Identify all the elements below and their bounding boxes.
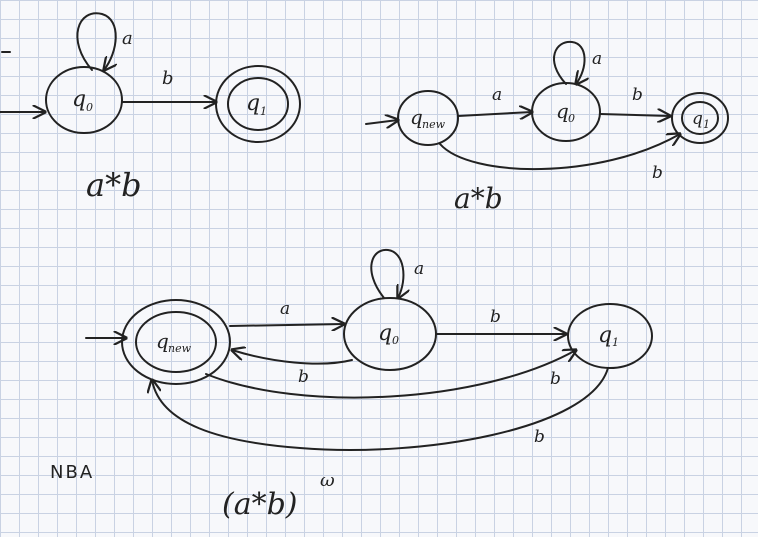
d1-loop-q0-label: a [122, 28, 133, 49]
d1-edge-q0-q1-label: b [162, 68, 174, 89]
d1-state-q0-label: q [72, 87, 86, 112]
d2-state-qnew [397, 90, 459, 146]
d2-state-q1-inner [681, 101, 719, 135]
d3-state-q1-sub: 1 [612, 336, 619, 349]
d3-edge-q0-qnew-label: b [298, 367, 309, 387]
d1-state-q0-sub: 0 [86, 101, 93, 114]
d3-automaton-type-label: NBA [50, 462, 94, 483]
d1-state-q1-label: q [246, 91, 260, 116]
d3-loop-q0 [370, 248, 403, 298]
d1-state-q1-inner [227, 77, 289, 131]
d2-edge-q0-q1 [599, 114, 670, 116]
d3-state-q0-sub: 0 [392, 334, 399, 347]
d3-caption-superscript: ω [320, 470, 335, 491]
d2-state-q1-label: q [692, 109, 703, 129]
d3-state-qnew-sub: new [168, 342, 192, 355]
d3-state-q1 [567, 303, 653, 369]
d1-state-q0 [45, 66, 123, 134]
diagram-3: q new a q 0 a b b q 1 b b NBA (a*b) ω [50, 248, 653, 522]
d3-edge-q0-qnew [232, 350, 353, 365]
d2-loop-q0-label: a [592, 49, 602, 69]
d3-edge-q0-q1-label: b [490, 307, 501, 327]
d3-edge-qnew-q0 [229, 324, 344, 326]
d2-loop-q0 [553, 40, 585, 84]
d3-edge-q1-qnew-label: b [534, 427, 545, 447]
d2-edge-qnew-q0 [457, 112, 532, 116]
d3-edge-qnew-q1 [205, 350, 576, 399]
d2-edge-qnew-q0-label: a [492, 85, 502, 105]
d2-state-q0-sub: 0 [568, 112, 575, 125]
d3-edge-qnew-q1-label: b [550, 369, 561, 389]
d3-edge-q1-qnew [152, 367, 609, 451]
diagram-2: q new a q 0 a b q 1 b a*b [365, 40, 729, 215]
d3-loop-q0-label: a [414, 259, 424, 279]
d2-edge-q0-q1-label: b [632, 85, 643, 105]
d2-state-qnew-sub: new [422, 118, 446, 131]
d3-state-qnew-label: q [156, 329, 169, 353]
d3-state-qnew-inner [135, 311, 217, 373]
d3-state-q1-label: q [598, 323, 612, 348]
d2-edge-qnew-q1 [439, 134, 680, 171]
d1-loop-q0 [76, 12, 115, 70]
d2-caption: a*b [454, 182, 503, 215]
d2-state-q1-sub: 1 [703, 118, 710, 131]
diagram-1: q 0 a b q 1 a*b [0, 12, 301, 204]
d2-start-arrow [365, 120, 398, 124]
d3-state-qnew-outer [121, 299, 231, 385]
d1-state-q1-outer [215, 65, 301, 143]
d3-edge-qnew-q0-label: a [280, 299, 290, 319]
d3-caption: (a*b) [222, 487, 298, 522]
d2-state-q1-outer [671, 92, 729, 144]
d2-edge-qnew-q1-label: b [652, 163, 663, 183]
d1-caption: a*b [86, 166, 142, 204]
d2-state-q0-label: q [556, 99, 569, 123]
d2-state-qnew-label: q [410, 105, 423, 129]
d1-state-q1-sub: 1 [260, 105, 267, 118]
d3-state-q0-label: q [378, 321, 392, 346]
